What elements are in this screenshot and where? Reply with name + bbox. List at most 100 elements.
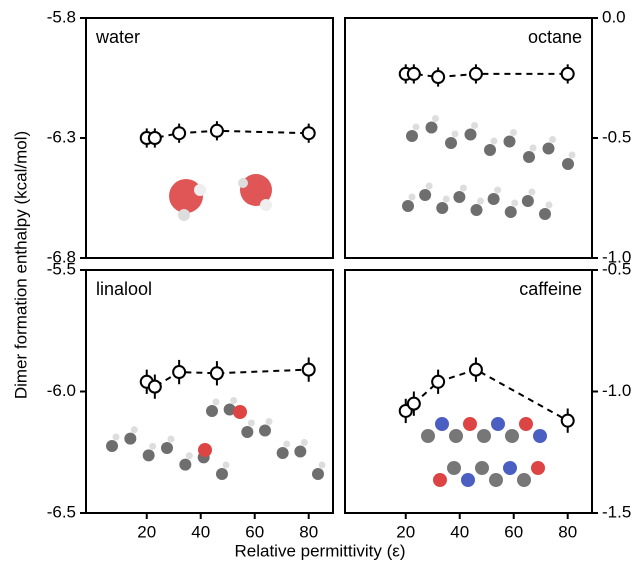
y-tick-label: 0.0 [602, 7, 626, 26]
molecule-atom [533, 429, 547, 443]
x-tick-label: 20 [137, 522, 156, 541]
x-tick-label: 60 [245, 522, 264, 541]
data-point [303, 127, 315, 139]
molecule-atom [530, 145, 537, 152]
molecule-atom [113, 434, 120, 441]
molecule-atom [484, 144, 496, 156]
data-line [406, 370, 568, 421]
molecule-atom [433, 473, 447, 487]
x-tick-label: 40 [191, 522, 210, 541]
data-point [303, 364, 315, 376]
molecule-atom [106, 440, 118, 452]
molecule-atom [426, 122, 438, 134]
y-tick-label: -6.0 [47, 381, 76, 400]
y-tick-label: -1.5 [602, 502, 631, 521]
molecule-atom [213, 399, 220, 406]
data-point [408, 68, 420, 80]
y-tick-label: -1.0 [602, 381, 631, 400]
data-point [211, 367, 223, 379]
data-point [470, 68, 482, 80]
data-point [562, 68, 574, 80]
molecule-atom [504, 136, 516, 148]
data-line [147, 370, 309, 387]
molecule-atom [549, 136, 556, 143]
molecule-atom [426, 183, 433, 190]
molecule-atom [477, 429, 491, 443]
molecule-atom [179, 459, 191, 471]
panel-frame [86, 18, 333, 258]
panel-title: linalool [96, 279, 152, 299]
molecule-atom [233, 405, 247, 419]
molecule-atom [149, 443, 156, 450]
molecule-atom [241, 426, 253, 438]
molecule-atom [409, 194, 416, 201]
molecule-atom [471, 122, 478, 129]
molecule-atom [505, 429, 519, 443]
molecule-atom [543, 143, 555, 155]
data-point [173, 127, 185, 139]
molecule-atom [445, 137, 457, 149]
molecule-atom [413, 124, 420, 131]
molecule-atom [453, 191, 465, 203]
molecule-atom [452, 131, 459, 138]
x-tick-label: 80 [299, 522, 318, 541]
panel-title: water [95, 27, 140, 47]
molecule-atom [546, 202, 553, 209]
molecule-atom [443, 196, 450, 203]
data-point [149, 381, 161, 393]
molecule-atom [259, 425, 271, 437]
molecule-atom [319, 462, 326, 469]
panel-frame [86, 270, 333, 513]
data-point [173, 366, 185, 378]
molecule-atom [436, 202, 448, 214]
data-point [432, 376, 444, 388]
molecule-atom [447, 461, 461, 475]
molecule-atom [562, 158, 574, 170]
molecule-atom [488, 193, 500, 205]
molecule-atom [531, 461, 545, 475]
molecule-atom [283, 441, 290, 448]
molecule-atom [491, 417, 505, 431]
x-axis-label: Relative permittivity (ε) [235, 541, 406, 560]
molecule-atom [432, 115, 439, 122]
y-tick-label: -5.8 [47, 7, 76, 26]
y-tick-label: -6.3 [47, 127, 76, 146]
data-point [408, 398, 420, 410]
molecule-atom [569, 152, 576, 159]
x-tick-label: 40 [450, 522, 469, 541]
molecule-atom [503, 461, 517, 475]
molecule-atom [463, 417, 477, 431]
molecule-atom [198, 443, 212, 457]
molecule-atom [539, 208, 551, 220]
chart: Relative permittivity (ε) Dimer formatio… [0, 0, 641, 571]
molecule-atom [186, 452, 193, 459]
y-tick-label: -0.5 [602, 259, 631, 278]
molecule-atom [294, 446, 306, 458]
x-tick-label: 60 [504, 522, 523, 541]
data-line [147, 131, 309, 138]
molecule-atom [312, 468, 324, 480]
molecule-atom [510, 129, 517, 136]
data-point [562, 415, 574, 427]
y-tick-label: -0.5 [602, 127, 631, 146]
molecule-atom [475, 461, 489, 475]
data-point [432, 71, 444, 83]
data-point [470, 364, 482, 376]
molecule-atom [494, 187, 501, 194]
molecule-atom [489, 473, 503, 487]
molecule-atom [519, 417, 533, 431]
molecule-atom [471, 204, 483, 216]
molecule-atom [161, 442, 173, 454]
molecule-atom [435, 417, 449, 431]
x-tick-label: 80 [558, 522, 577, 541]
panel-title: caffeine [519, 279, 582, 299]
molecule-atom [238, 178, 248, 188]
molecule-atom [461, 473, 475, 487]
molecule-atom [206, 405, 218, 417]
molecule-atom [406, 130, 418, 142]
molecule-atom [477, 198, 484, 205]
molecule-atom [517, 473, 531, 487]
data-line [406, 74, 568, 77]
molecule-atom [449, 429, 463, 443]
molecule-atom [124, 433, 136, 445]
